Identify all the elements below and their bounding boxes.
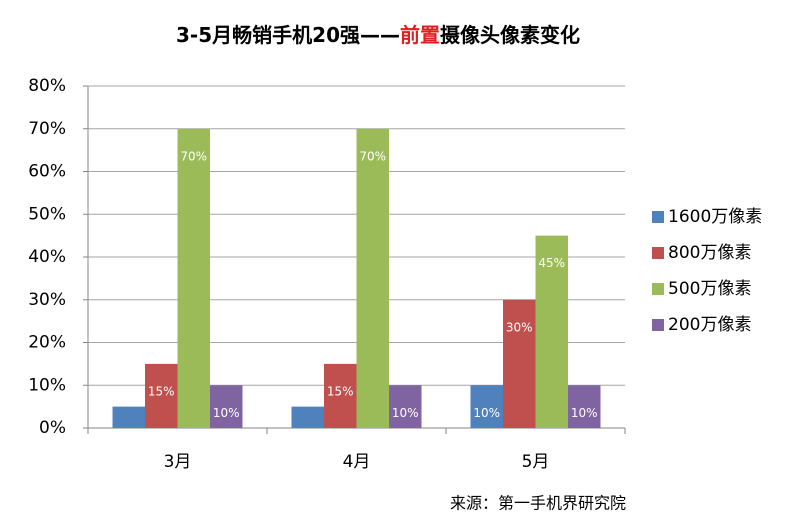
bar	[145, 363, 178, 428]
x-tick-label: 3月	[164, 452, 192, 472]
bar	[210, 385, 243, 428]
y-tick-label: 60%	[28, 162, 66, 182]
source-note: 来源：第一手机界研究院	[450, 494, 626, 513]
legend-swatch	[652, 247, 664, 259]
title-segment: 前置	[400, 23, 440, 47]
y-tick-label: 10%	[28, 375, 66, 395]
y-tick-label: 30%	[28, 290, 66, 310]
bar	[389, 385, 422, 428]
bar	[503, 299, 536, 428]
y-tick-label: 70%	[28, 119, 66, 139]
legend-label: 500万像素	[668, 279, 751, 299]
legend-label: 800万像素	[668, 243, 751, 263]
legend-swatch	[652, 283, 664, 295]
value-label: 70%	[359, 149, 386, 163]
chart-title: 3-5月畅销手机20强——前置摄像头像素变化	[176, 23, 580, 47]
bar	[112, 406, 145, 428]
value-label: 15%	[327, 384, 354, 398]
y-tick-label: 20%	[28, 333, 66, 353]
value-label: 5%	[119, 427, 138, 441]
y-tick-label: 80%	[28, 76, 66, 96]
x-tick-label: 4月	[343, 452, 371, 472]
title-segment: 摄像头像素变化	[440, 23, 580, 47]
bar	[535, 235, 568, 428]
legend-label: 1600万像素	[668, 207, 762, 227]
y-tick-label: 40%	[28, 247, 66, 267]
bar	[291, 406, 324, 428]
legend-label: 200万像素	[668, 315, 751, 335]
value-label: 10%	[213, 406, 240, 420]
value-label: 10%	[392, 406, 419, 420]
value-label: 10%	[473, 406, 500, 420]
bar	[470, 385, 503, 428]
value-label: 5%	[298, 427, 317, 441]
legend-swatch	[652, 211, 664, 223]
value-label: 10%	[571, 406, 598, 420]
value-label: 70%	[180, 149, 207, 163]
y-tick-label: 50%	[28, 204, 66, 224]
bar	[356, 128, 389, 428]
y-tick-label: 0%	[39, 418, 66, 438]
value-label: 15%	[148, 384, 175, 398]
bar	[177, 128, 210, 428]
legend-swatch	[652, 319, 664, 331]
bar	[324, 363, 357, 428]
title-segment: 3-5月畅销手机20强——	[176, 23, 400, 47]
x-tick-label: 5月	[522, 452, 550, 472]
value-label: 45%	[538, 256, 565, 270]
value-label: 30%	[506, 320, 533, 334]
bar	[568, 385, 601, 428]
